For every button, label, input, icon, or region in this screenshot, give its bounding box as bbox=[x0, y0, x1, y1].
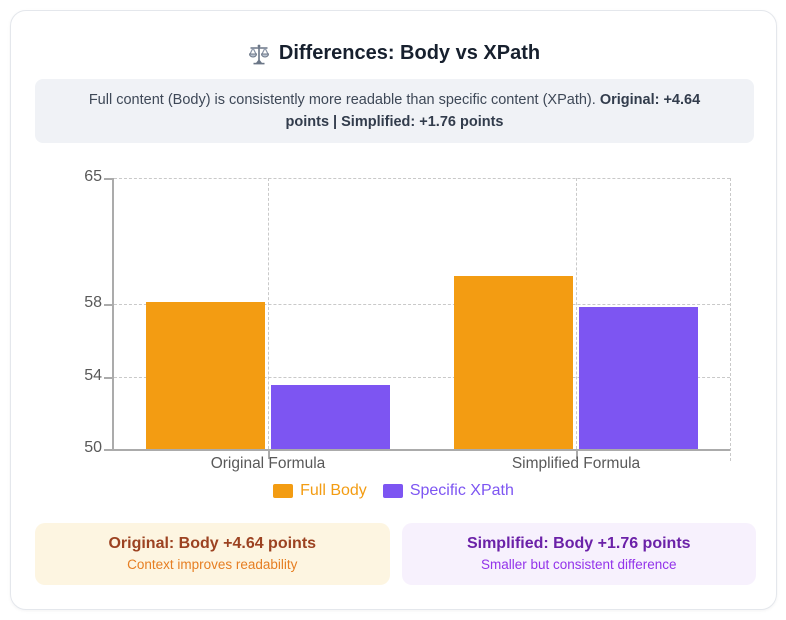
insight-simplified-subtitle: Smaller but consistent difference bbox=[480, 557, 677, 572]
bar-full-body-2[interactable] bbox=[454, 275, 573, 449]
chart-card: Differences: Body vs XPath Full content … bbox=[10, 10, 777, 610]
insight-original-title: Original: Body +4.64 points bbox=[108, 535, 317, 552]
insight-simplified-title: Simplified: Body +1.76 points bbox=[466, 535, 691, 552]
y-axis-label-58: 58 bbox=[84, 294, 102, 312]
plot-right-border bbox=[730, 178, 731, 461]
gridline-y-58 bbox=[114, 304, 730, 306]
legend-label-full-body: Full Body bbox=[300, 482, 367, 499]
bar-specific-xpath-2[interactable] bbox=[579, 307, 698, 449]
insight-simplified: Simplified: Body +1.76 points Smaller but… bbox=[401, 523, 756, 585]
y-axis-label-54: 54 bbox=[84, 366, 102, 384]
summary-highlight: Original: +4.64 points | Simplified: +1.… bbox=[285, 92, 701, 131]
page-title-text: Differences: Body vs XPath bbox=[278, 42, 541, 64]
chart-legend: Full Body Specific XPath bbox=[11, 482, 776, 500]
y-axis-tick-54 bbox=[104, 376, 112, 379]
gridline-y-54 bbox=[114, 376, 730, 378]
x-axis-tick-1 bbox=[268, 451, 270, 459]
insight-original: Original: Body +4.64 points Context impro… bbox=[35, 523, 390, 585]
gridline-y-65 bbox=[114, 178, 730, 179]
y-axis-label-50: 50 bbox=[84, 439, 102, 457]
plot-area: 65 58 54 50 Original Formula Simplified Formu… bbox=[84, 168, 731, 472]
insight-cards: Original: Body +4.64 points Context impro… bbox=[35, 523, 756, 585]
legend-item-full-body[interactable]: Full Body bbox=[273, 482, 367, 500]
summary-text: Full content (Body) is consistently more… bbox=[88, 92, 600, 108]
y-axis-label-65: 65 bbox=[84, 168, 102, 186]
legend-swatch-full-body bbox=[273, 484, 294, 498]
bar-full-body-1[interactable] bbox=[146, 301, 265, 449]
gridline-x-2 bbox=[576, 178, 577, 449]
y-axis-tick-58 bbox=[104, 304, 112, 307]
y-axis-tick-65 bbox=[104, 178, 112, 180]
x-axis-label-2: Simplified Formula bbox=[511, 455, 641, 472]
gridline-x-1 bbox=[268, 178, 269, 449]
legend-label-specific-xpath: Specific XPath bbox=[409, 482, 514, 499]
legend-item-specific-xpath[interactable]: Specific XPath bbox=[382, 482, 514, 500]
legend-swatch-specific-xpath bbox=[382, 484, 403, 498]
summary-banner: Full content (Body) is consistently more… bbox=[35, 79, 754, 144]
bar-specific-xpath-1[interactable] bbox=[271, 385, 390, 449]
page-title: Differences: Body vs XPath bbox=[11, 42, 776, 65]
y-axis-tick-50 bbox=[104, 449, 112, 451]
x-axis-tick-2 bbox=[576, 451, 578, 459]
x-axis-label-1: Original Formula bbox=[210, 455, 326, 472]
insight-original-subtitle: Context improves readability bbox=[127, 557, 298, 572]
balance-scale-icon bbox=[247, 43, 271, 65]
